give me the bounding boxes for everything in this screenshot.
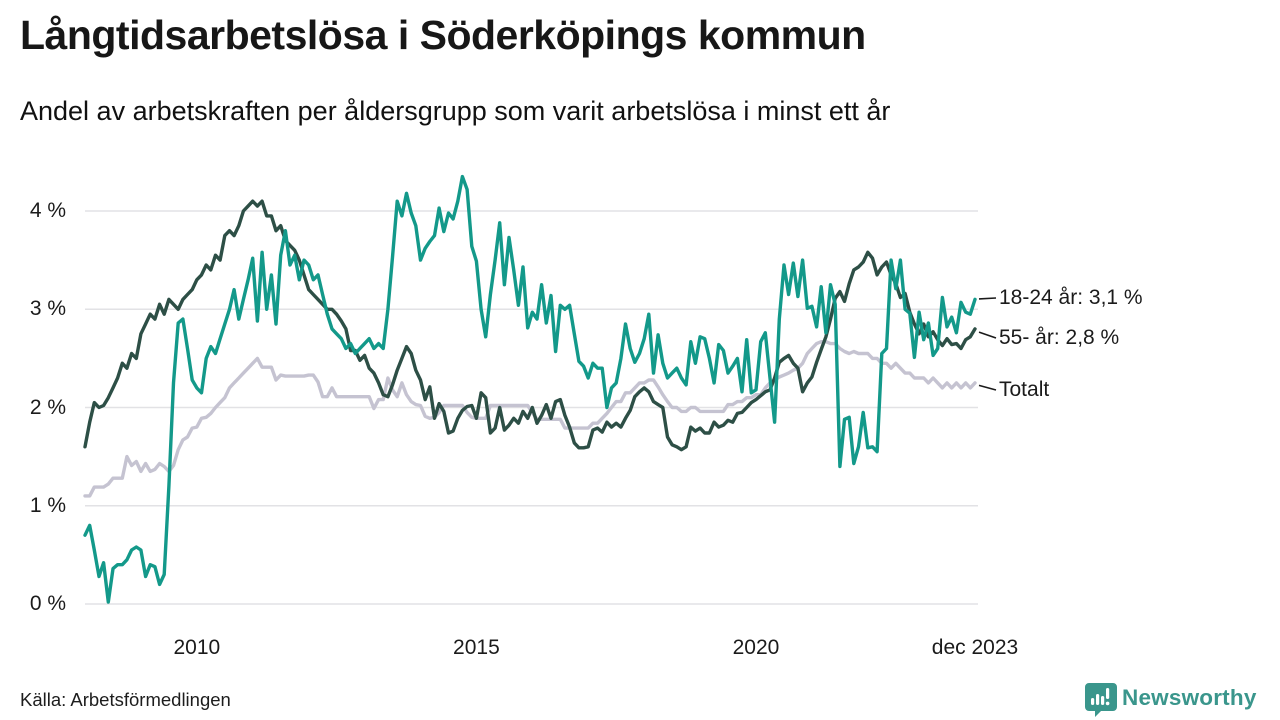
x-tick-label: 2020 [732, 636, 780, 659]
x-tick-label: 2015 [453, 636, 500, 659]
series-line-18-24-r [83, 174, 977, 604]
y-tick-label: 0 % [29, 592, 66, 615]
series-line-totalt [83, 340, 977, 498]
x-tick-label: 2010 [173, 636, 221, 659]
x-tick-label: dec 2023 [931, 636, 1019, 659]
y-tick-label: 3 % [29, 297, 66, 321]
series-end-label-55-r: 55- år: 2,8 % [999, 326, 1120, 349]
y-tick-label: 1 % [29, 493, 66, 517]
y-tick-label: 2 % [29, 395, 66, 419]
page-title: Långtidsarbetslösa i Söderköpings kommun [20, 12, 866, 58]
annotation-connector-18-24-r [978, 297, 997, 300]
annotation-connector-totalt [978, 384, 997, 391]
source-note: Källa: Arbetsförmedlingen [20, 689, 231, 710]
chart-subtitle: Andel av arbetskraften per åldersgrupp s… [20, 96, 891, 126]
y-tick-label: 4 % [29, 199, 66, 222]
annotation-connector-55-r [978, 331, 997, 339]
series-lines [83, 174, 977, 604]
annotation-connectors [978, 297, 997, 391]
newsworthy-logo-icon [1085, 683, 1117, 717]
series-end-label-totalt: Totalt [999, 378, 1050, 401]
series-end-label-18-24-r: 18-24 år: 3,1 % [999, 286, 1143, 309]
newsworthy-logo-text: Newsworthy [1122, 685, 1257, 710]
